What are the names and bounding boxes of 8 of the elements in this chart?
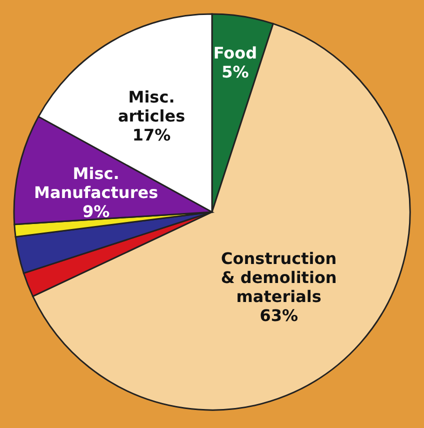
slice-label: Food <box>213 43 258 62</box>
slice-label: Misc. articles <box>118 88 186 126</box>
data-label: 9% <box>82 202 110 222</box>
data-label: 63% <box>260 306 298 325</box>
data-label: 5% <box>222 62 249 82</box>
data-label: 17% <box>132 126 171 145</box>
slice-label: Misc. Manufactures <box>34 164 158 202</box>
slice-label: Construction & demolition materials <box>220 248 337 306</box>
